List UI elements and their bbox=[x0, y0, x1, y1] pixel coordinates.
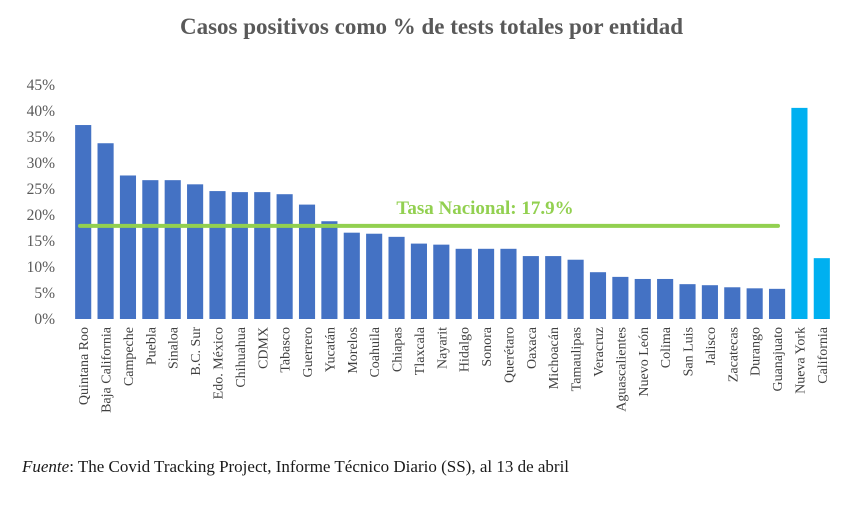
bar bbox=[500, 248, 517, 319]
bar bbox=[791, 107, 808, 319]
bar bbox=[231, 192, 248, 319]
bar bbox=[142, 180, 159, 319]
source-text: : The Covid Tracking Project, Informe Té… bbox=[69, 457, 570, 476]
x-tick-label: Guanajuato bbox=[771, 327, 786, 392]
bar bbox=[455, 248, 472, 319]
x-axis-labels: Quintana Roo Baja California Campeche Puebl… bbox=[77, 326, 831, 413]
x-tick-label: Baja California bbox=[100, 326, 115, 413]
y-axis: 0% 5% 10% 15% 20% 25% 30% 35% 40% 45% bbox=[27, 77, 56, 328]
reference-line-group: Tasa Nacional: 17.9% bbox=[78, 198, 780, 228]
x-tick-label: Nueva York bbox=[793, 327, 808, 394]
bar bbox=[724, 287, 741, 319]
x-tick-label: Aguascalientes bbox=[614, 327, 629, 412]
y-tick-label: 45% bbox=[27, 77, 56, 94]
x-tick-label: CDMX bbox=[256, 327, 271, 369]
x-tick-label: Quintana Roo bbox=[77, 327, 92, 405]
bars bbox=[75, 107, 830, 319]
x-tick-label: Edo. México bbox=[211, 327, 226, 399]
y-tick-label: 30% bbox=[27, 155, 56, 172]
bar bbox=[567, 259, 584, 319]
x-tick-label: Nayarit bbox=[435, 327, 450, 369]
y-tick-label: 25% bbox=[27, 181, 56, 198]
x-tick-label: Durango bbox=[749, 327, 764, 376]
bar bbox=[276, 194, 293, 319]
x-tick-label: Sinaloa bbox=[167, 326, 182, 369]
chart-title: Casos positivos como % de tests totales … bbox=[179, 14, 684, 39]
bar bbox=[75, 125, 92, 319]
x-tick-label: Hidalgo bbox=[458, 327, 473, 372]
x-tick-label: California bbox=[816, 326, 831, 384]
x-tick-label: Tabasco bbox=[279, 327, 294, 373]
x-tick-label: Tlaxcala bbox=[413, 326, 428, 375]
y-tick-label: 40% bbox=[27, 103, 56, 120]
bar bbox=[522, 256, 539, 319]
x-tick-label: Veracruz bbox=[592, 327, 607, 377]
bar bbox=[612, 276, 629, 319]
x-tick-label: Chihuahua bbox=[234, 326, 249, 387]
bar bbox=[343, 232, 360, 319]
bar bbox=[321, 221, 338, 319]
x-tick-label: Coahuila bbox=[368, 326, 383, 377]
x-tick-label: Zacatecas bbox=[726, 327, 741, 382]
bar bbox=[97, 143, 114, 319]
bar bbox=[410, 243, 427, 319]
x-tick-label: San Luis bbox=[682, 327, 697, 376]
bar bbox=[746, 288, 763, 319]
bar bbox=[388, 236, 405, 319]
reference-line-label: Tasa Nacional: 17.9% bbox=[396, 198, 573, 219]
bar bbox=[254, 192, 271, 319]
x-tick-label: Jalisco bbox=[704, 327, 719, 365]
bar bbox=[433, 244, 450, 319]
x-tick-label: Colima bbox=[659, 326, 674, 368]
source-note: Fuente: The Covid Tracking Project, Info… bbox=[22, 457, 569, 477]
y-tick-label: 35% bbox=[27, 129, 56, 146]
bar bbox=[209, 191, 226, 319]
x-tick-label: Morelos bbox=[346, 327, 361, 374]
y-tick-label: 0% bbox=[34, 311, 55, 328]
bar bbox=[813, 258, 830, 319]
bar bbox=[589, 272, 607, 319]
bar bbox=[187, 184, 204, 319]
y-tick-label: 15% bbox=[27, 233, 56, 250]
bar bbox=[366, 233, 383, 319]
x-tick-label: Sonora bbox=[480, 326, 495, 366]
x-tick-label: Guerrero bbox=[301, 327, 316, 378]
y-tick-label: 10% bbox=[27, 259, 56, 276]
bar bbox=[119, 175, 137, 319]
x-tick-label: B.C. Sur bbox=[189, 327, 204, 376]
x-tick-label: Chiapas bbox=[391, 327, 406, 372]
y-tick-label: 20% bbox=[27, 207, 56, 224]
bar bbox=[768, 288, 786, 319]
bar bbox=[478, 248, 495, 319]
bar bbox=[701, 285, 718, 319]
bar bbox=[298, 204, 316, 319]
x-tick-label: Tamaulipas bbox=[570, 327, 585, 391]
bar bbox=[657, 278, 674, 319]
bar bbox=[679, 284, 696, 319]
x-tick-label: Yucatán bbox=[323, 327, 338, 372]
source-label: Fuente bbox=[22, 457, 70, 476]
x-tick-label: Nuevo León bbox=[637, 327, 652, 397]
y-tick-label: 5% bbox=[34, 285, 55, 302]
bar bbox=[545, 256, 562, 319]
x-tick-label: Oaxaca bbox=[525, 326, 540, 369]
x-tick-label: Michoacán bbox=[547, 327, 562, 389]
bar bbox=[634, 278, 651, 319]
x-tick-label: Querétaro bbox=[502, 327, 517, 383]
bar bbox=[164, 180, 181, 319]
x-tick-label: Campeche bbox=[122, 327, 137, 386]
x-tick-label: Puebla bbox=[144, 326, 159, 365]
